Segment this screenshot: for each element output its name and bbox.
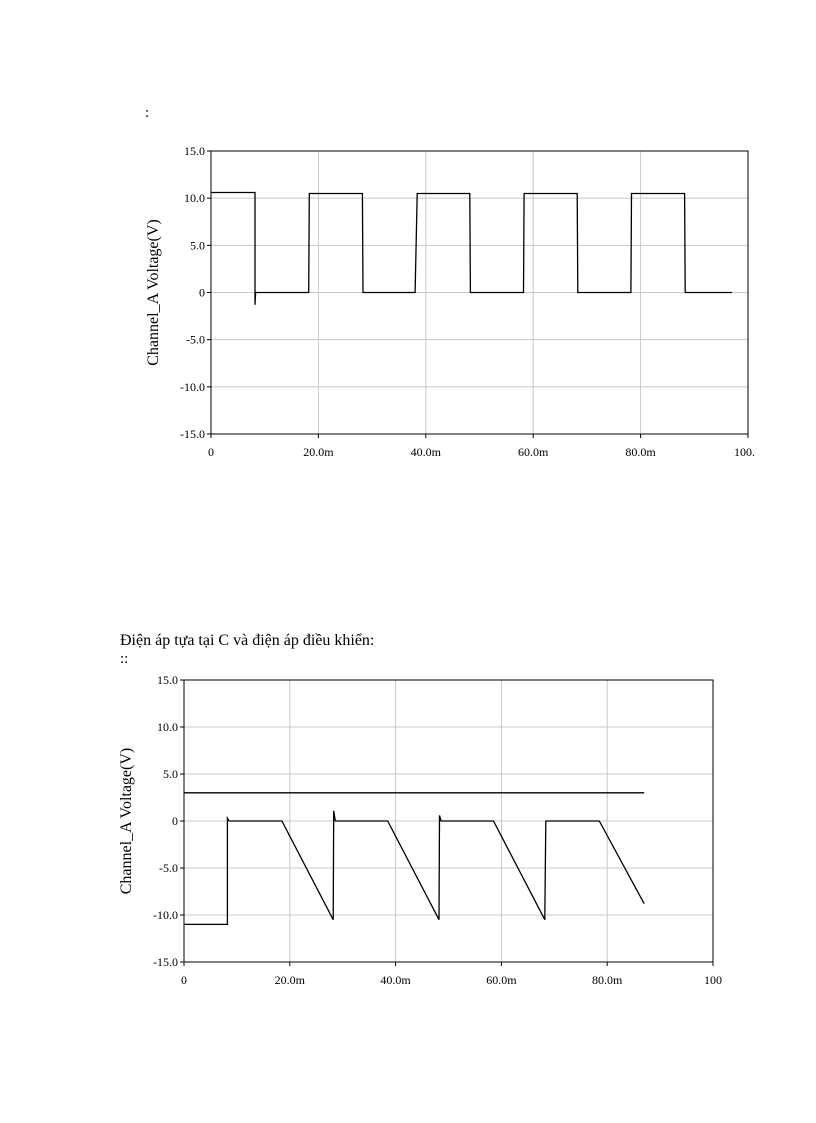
x-tick-label: 20.0m [275, 973, 306, 987]
y-tick-label: -10.0 [180, 380, 205, 394]
x-tick-label: 40.0m [380, 973, 411, 987]
square-wave-chart: 15.010.05.00-5.0-10.0-15.00 20.0m 40.0m 60.… [145, 144, 755, 459]
series-line-0 [211, 191, 732, 305]
y-axis-label: Channel_A Voltage(V) [118, 748, 135, 895]
x-tick-label: 40.0m [411, 445, 442, 459]
y-tick-label: 0 [199, 286, 205, 300]
x-tick-label: 80.0m [625, 445, 656, 459]
y-tick-label: -10.0 [153, 908, 178, 922]
x-tick-label: 100 [704, 973, 722, 987]
x-tick-label: 80.0m [592, 973, 623, 987]
y-tick-label: -5.0 [159, 861, 178, 875]
section-marker-text: :: [120, 651, 129, 667]
y-tick-label: -5.0 [186, 333, 205, 347]
y-tick-label: 10.0 [157, 720, 178, 734]
series-line-1 [184, 810, 645, 926]
x-tick-label: 60.0m [518, 445, 549, 459]
section-heading: Điện áp tựa tại C và điện áp điều khiển: [120, 632, 375, 649]
top-marker-text: : [145, 105, 150, 121]
x-tick-label: 60.0m [486, 973, 517, 987]
x-tick-label: 100. [734, 445, 755, 459]
y-tick-label: 15.0 [184, 144, 205, 158]
y-tick-label: 5.0 [190, 238, 205, 252]
y-tick-label: 0 [172, 814, 178, 828]
x-tick-label: 0 [181, 973, 187, 987]
y-axis-label: Channel_A Voltage(V) [145, 219, 162, 366]
y-tick-label: 5.0 [163, 767, 178, 781]
y-tick-label: -15.0 [153, 955, 178, 969]
y-tick-label: 10.0 [184, 191, 205, 205]
x-tick-label: 0 [208, 445, 214, 459]
y-tick-label: 15.0 [157, 673, 178, 687]
x-tick-label: 20.0m [303, 445, 334, 459]
y-tick-label: -15.0 [180, 427, 205, 441]
